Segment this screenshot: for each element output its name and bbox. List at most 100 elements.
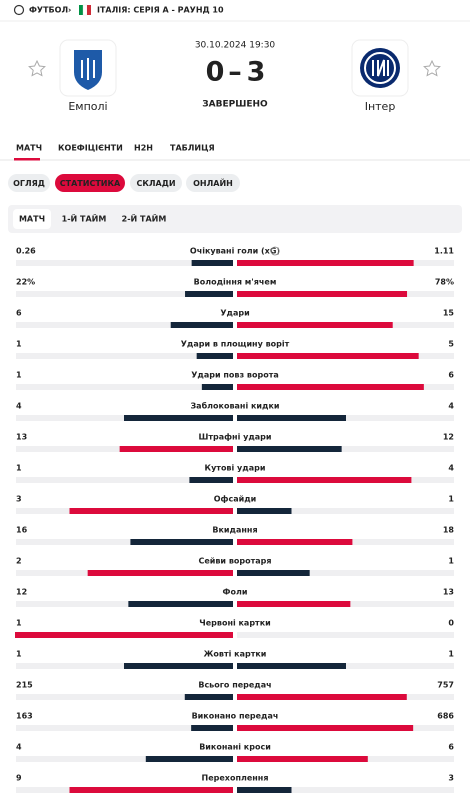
home-score: 0 xyxy=(206,57,225,88)
home-team[interactable]: Емполі xyxy=(68,100,107,113)
period[interactable]: МАТЧ xyxy=(19,215,45,224)
home-bar xyxy=(191,725,233,731)
away-bar xyxy=(237,415,346,421)
away-bar xyxy=(237,570,310,576)
home-bar xyxy=(69,508,233,514)
away-bar xyxy=(237,291,408,297)
home-value: 22% xyxy=(16,278,35,287)
away-team[interactable]: Інтер xyxy=(365,100,396,113)
info-icon[interactable] xyxy=(270,246,280,256)
bar-track xyxy=(237,632,454,638)
home-bar xyxy=(170,322,233,328)
stat-name: Кутові удари xyxy=(205,463,266,473)
tab[interactable]: ТАБЛИЦЯ xyxy=(170,144,215,153)
stat-name: Заблоковані кидки xyxy=(191,401,280,411)
home-bar xyxy=(15,632,233,638)
away-value: 1 xyxy=(448,557,454,566)
subtab-pill[interactable] xyxy=(55,174,125,192)
home-bar xyxy=(191,260,233,266)
tab[interactable]: МАТЧ xyxy=(16,144,42,153)
stat-name: Удари повз ворота xyxy=(191,371,278,380)
away-value: 78% xyxy=(435,278,454,287)
subtab[interactable]: ОНЛАЙН xyxy=(193,177,233,188)
away-bar xyxy=(237,322,393,328)
stat-name: Сейви воротаря xyxy=(198,557,271,566)
away-value: 4 xyxy=(448,464,454,473)
home-value: 1 xyxy=(16,650,22,659)
home-bar xyxy=(119,446,233,452)
away-value: 12 xyxy=(443,433,454,442)
tab[interactable]: H2H xyxy=(134,144,153,153)
home-bar xyxy=(201,384,233,390)
period[interactable]: 2-Й ТАЙМ xyxy=(122,213,167,224)
bar-track xyxy=(237,787,454,793)
period-active xyxy=(13,209,51,229)
tab[interactable]: КОЕФІЦІЄНТИ xyxy=(58,144,123,153)
bar-track xyxy=(16,694,233,700)
bar-track xyxy=(16,322,233,328)
bar-track xyxy=(16,353,233,359)
stats: 0.26 Очікувані голи (xG) 1.11 22% Володіння … xyxy=(15,246,455,793)
home-bar xyxy=(196,353,233,359)
bar-track xyxy=(16,384,233,390)
away-bar xyxy=(237,663,346,669)
home-bar xyxy=(87,570,234,576)
bar-track xyxy=(16,539,233,545)
favorite-home[interactable] xyxy=(28,59,46,77)
stat-name: Виконані кроси xyxy=(199,742,271,752)
home-value: 4 xyxy=(16,402,22,411)
away-bar xyxy=(237,725,414,731)
bar-track xyxy=(16,756,233,762)
tab-underline xyxy=(14,158,40,161)
stat-name: Всього передач xyxy=(198,681,271,690)
away-value: 6 xyxy=(448,371,454,380)
subtab-pill[interactable] xyxy=(130,174,182,192)
favorite-away[interactable] xyxy=(423,59,441,77)
period-bar xyxy=(8,205,462,233)
competition-link[interactable]: ІТАЛІЯ: СЕРІЯ А - РАУНД 10 xyxy=(97,6,224,15)
stat-name: Володіння м'ячем xyxy=(194,277,277,287)
home-bar xyxy=(124,663,233,669)
away-value: 1 xyxy=(448,650,454,659)
home-bar xyxy=(128,601,233,607)
home-bar xyxy=(184,694,233,700)
subtab-pill[interactable] xyxy=(8,174,50,192)
away-value: 15 xyxy=(443,309,455,318)
away-value: 18 xyxy=(443,526,455,535)
away-bar xyxy=(237,477,412,483)
away-bar xyxy=(237,787,292,793)
home-value: 215 xyxy=(16,681,33,690)
stat-name: Жовті картки xyxy=(204,649,267,659)
home-value: 1 xyxy=(16,619,22,628)
sport-link[interactable]: ФУТБОЛ xyxy=(29,6,68,15)
away-bar xyxy=(237,601,351,607)
chevron: › xyxy=(68,6,71,15)
bar-track xyxy=(237,508,454,514)
away-value: 4 xyxy=(448,402,454,411)
home-value: 12 xyxy=(16,588,27,597)
home-value: 0.26 xyxy=(16,247,36,256)
home-value: 1 xyxy=(16,464,22,473)
home-bar xyxy=(69,787,233,793)
subtab[interactable]: СКЛАДИ xyxy=(136,179,175,188)
home-value: 3 xyxy=(16,495,22,504)
away-value: 6 xyxy=(448,743,454,752)
home-bar xyxy=(185,291,233,297)
subtab-pill[interactable] xyxy=(186,174,240,192)
match-status: ЗАВЕРШЕНО xyxy=(202,100,268,110)
away-value: 5 xyxy=(448,340,454,349)
home-bar xyxy=(130,539,233,545)
header: ФУТБОЛ › ІТАЛІЯ: СЕРІЯ А - РАУНД 10 Емпо… xyxy=(0,4,470,233)
away-bar xyxy=(237,508,292,514)
stat-name: Вкидання xyxy=(212,526,257,535)
away-bar xyxy=(237,539,353,545)
period[interactable]: 1-Й ТАЙМ xyxy=(62,213,107,224)
away-bar xyxy=(237,353,419,359)
subtab[interactable]: ОГЛЯД xyxy=(13,179,45,188)
away-value: 3 xyxy=(448,774,454,783)
subtab[interactable]: СТАТИСТИКА xyxy=(60,179,121,188)
flag xyxy=(79,4,91,16)
home-value: 13 xyxy=(16,433,27,442)
bar-track xyxy=(237,570,454,576)
